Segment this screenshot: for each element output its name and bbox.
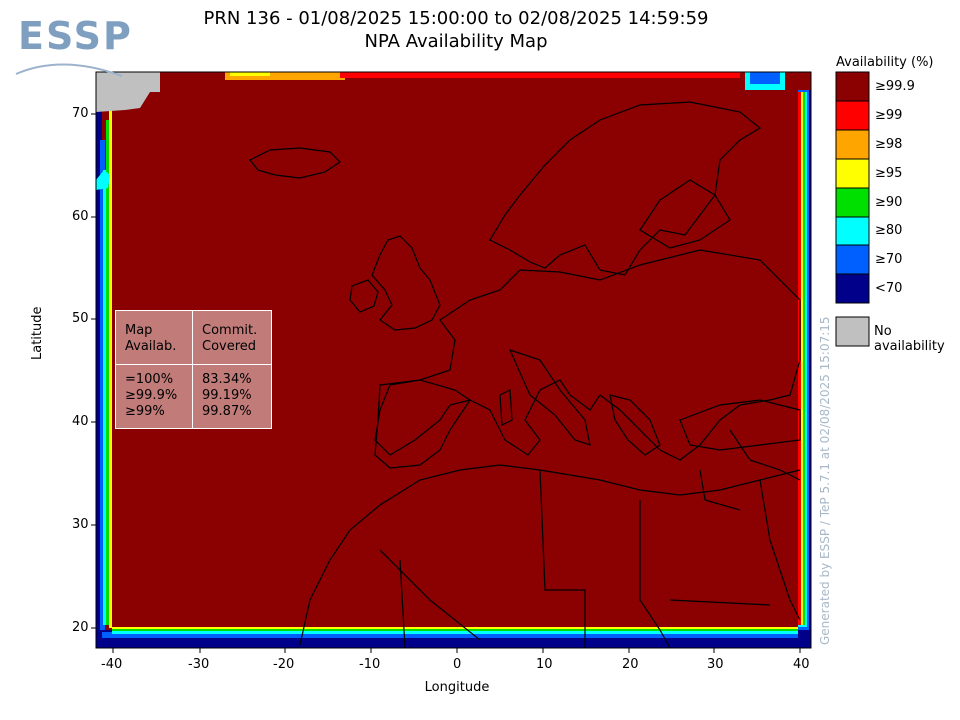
essp-logo-text: ESSP (18, 14, 133, 58)
x-tick-label: -30 (188, 657, 210, 672)
legend-swatches (835, 71, 870, 347)
availability-bands (96, 72, 811, 648)
x-tick-label: -10 (359, 657, 381, 672)
stats-row-covered: 99.87% (202, 404, 252, 419)
map-title: PRN 136 - 01/08/2025 15:00:00 to 02/08/2… (203, 8, 709, 29)
x-tick-label: 20 (622, 657, 639, 672)
map-frame (95, 71, 812, 649)
legend-label: ≥80 (875, 223, 903, 238)
stats-row-availability: ≥99.9% (125, 388, 178, 403)
essp-logo (15, 63, 123, 77)
availability-stats-table: Map Availab. Commit. Covered =100% ≥99.9… (115, 310, 272, 429)
y-tick-label: 40 (72, 414, 89, 429)
legend-label: ≥98 (875, 137, 903, 152)
x-axis-label: Longitude (424, 680, 490, 695)
y-tick-label: 50 (72, 311, 89, 326)
legend-swatch-70 (835, 244, 870, 275)
legend-label: ≥99 (875, 108, 903, 123)
stats-row-covered: 99.19% (202, 388, 252, 403)
x-tick-label: 40 (793, 657, 810, 672)
legend-label-no-availability: No availability (874, 324, 945, 354)
x-tick-label: 0 (453, 657, 462, 672)
x-tick-label: -40 (101, 657, 123, 672)
legend-label: <70 (875, 281, 903, 296)
legend-swatch-lt70 (835, 273, 870, 304)
legend-swatch-no-availability (835, 316, 870, 347)
generated-by-watermark: Generated by ESSP / TeP 5.7.1 at 02/08/2… (818, 316, 832, 645)
axis-ticks (91, 113, 801, 653)
legend-swatch-99-9 (835, 71, 870, 102)
y-tick-label: 70 (72, 106, 89, 121)
stats-row-availability: ≥99% (125, 404, 165, 419)
y-axis-label: Latitude (30, 306, 45, 360)
coastlines (249, 101, 801, 649)
legend-label: ≥70 (875, 252, 903, 267)
stats-row-availability: =100% (125, 372, 174, 387)
y-tick-label: 60 (72, 209, 89, 224)
legend-swatch-99 (835, 100, 870, 131)
y-tick-label: 30 (72, 517, 89, 532)
stats-header-commit: Commit. (202, 323, 258, 338)
legend-label: ≥99.9 (875, 79, 915, 94)
legend-title: Availability (%) (836, 55, 934, 70)
legend-label: ≥95 (875, 166, 903, 181)
x-tick-label: 10 (536, 657, 553, 672)
legend-swatch-98 (835, 129, 870, 160)
stats-header-map: Map (125, 323, 153, 338)
x-tick-label: 30 (707, 657, 724, 672)
legend-swatch-80 (835, 216, 870, 246)
stats-header-availab: Availab. (125, 339, 177, 354)
legend-swatch-95 (835, 158, 870, 189)
y-tick-label: 20 (72, 620, 89, 635)
legend-label: ≥90 (875, 195, 903, 210)
legend-swatch-90 (835, 187, 870, 218)
x-tick-label: -20 (273, 657, 295, 672)
map-subtitle: NPA Availability Map (364, 31, 548, 52)
stats-row-covered: 83.34% (202, 372, 252, 387)
stats-header-covered: Covered (202, 339, 257, 354)
